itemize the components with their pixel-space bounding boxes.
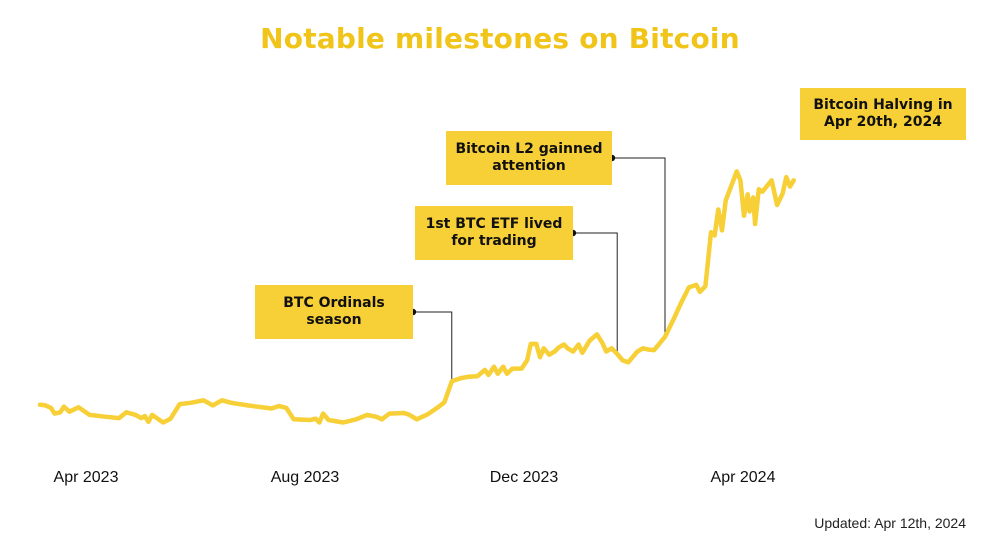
annotation-ordinals-leader: [413, 311, 453, 382]
annotation-l2-leader: [612, 157, 666, 337]
updated-note: Updated: Apr 12th, 2024: [814, 515, 966, 531]
annotation-etf-box: 1st BTC ETF lived for trading: [415, 206, 573, 260]
price-line: [37, 169, 796, 425]
annotation-halving-box: Bitcoin Halving in Apr 20th, 2024: [800, 88, 966, 140]
annotation-etf-leader: [573, 232, 618, 355]
annotation-ordinals-box: BTC Ordinals season: [255, 285, 413, 339]
x-tick-label: Aug 2023: [270, 469, 340, 486]
x-tick-label: Dec 2023: [489, 469, 559, 486]
x-tick-label: Apr 2023: [53, 469, 119, 486]
annotation-l2-box: Bitcoin L2 gainned attention: [446, 131, 612, 185]
chart-title: Notable milestones on Bitcoin: [260, 22, 740, 55]
x-tick-label: Apr 2024: [710, 469, 776, 486]
